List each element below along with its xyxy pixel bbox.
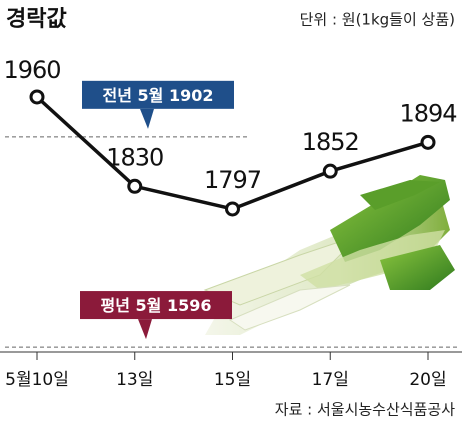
reference-label: 전년 5월 1902 [103, 85, 214, 104]
data-label: 1830 [106, 143, 163, 171]
chart-title: 경락값 [6, 7, 67, 32]
point [127, 178, 143, 194]
x-tick-label: 15일 [214, 370, 251, 390]
data-label: 1960 [3, 56, 60, 84]
point [29, 89, 45, 105]
point [420, 134, 436, 150]
x-tick-label: 5월10일 [5, 370, 69, 390]
data-label: 1797 [204, 166, 261, 194]
reference-pointer [138, 319, 152, 340]
reference-label: 평년 5월 1596 [101, 296, 212, 315]
reference-value: 1596 [167, 296, 212, 315]
point [322, 163, 338, 179]
source: 자료 : 서울시농수산식품공사 [275, 401, 455, 419]
x-tick-label: 17일 [312, 370, 349, 390]
reference-value: 1902 [169, 85, 214, 104]
data-label: 1852 [302, 128, 359, 156]
x-tick-label: 13일 [116, 370, 153, 390]
reference-pointer [140, 108, 154, 129]
onion-illustration [203, 175, 455, 335]
data-label: 1894 [399, 99, 456, 127]
reference-label-box [82, 80, 234, 109]
reference-label-box [80, 291, 232, 320]
subtitle: 단위 : 원(1kg들이 상품) [300, 11, 455, 29]
reference-name: 평년 5월 [101, 296, 162, 315]
reference-name: 전년 5월 [103, 85, 164, 104]
x-tick-label: 20일 [409, 370, 446, 390]
point [225, 201, 240, 217]
